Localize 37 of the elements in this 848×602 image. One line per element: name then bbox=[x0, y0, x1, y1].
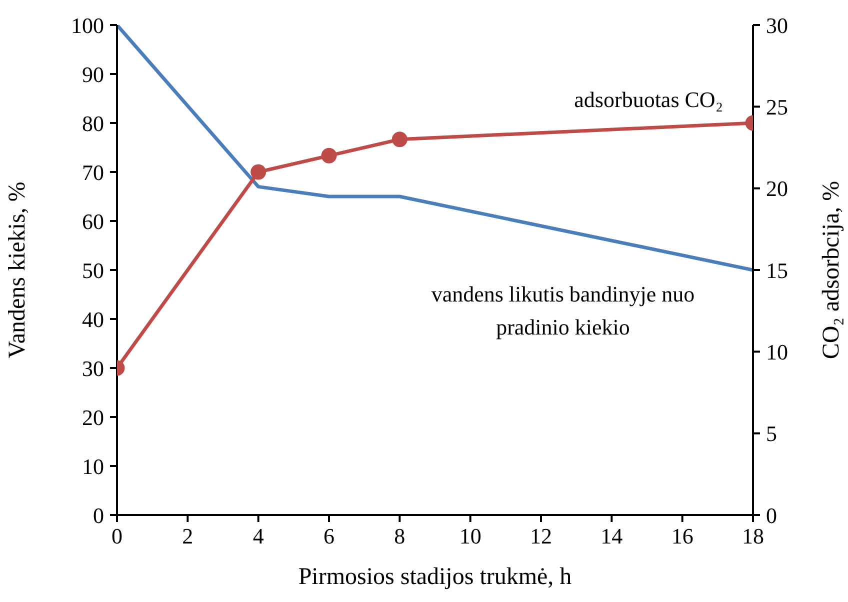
y2-tick-label: 5 bbox=[766, 421, 777, 446]
x-tick-label: 14 bbox=[600, 524, 623, 549]
y-tick-label: 70 bbox=[82, 160, 104, 185]
x-tick-label: 0 bbox=[112, 524, 122, 549]
y-tick-label: 80 bbox=[82, 110, 104, 136]
y-tick-label: 50 bbox=[82, 258, 104, 283]
y2-tick-label: 25 bbox=[766, 94, 788, 120]
x-tick-label: 6 bbox=[324, 524, 334, 549]
x-tick-label: 4 bbox=[252, 524, 264, 549]
x-axis-title: Pirmosios stadijos trukmė, h bbox=[298, 564, 572, 590]
series-label: vandens likutis bandinyje nuo pradinio kiekio bbox=[431, 282, 695, 340]
series-label: adsorbuotas CO₂ bbox=[574, 87, 723, 112]
y2-tick-label: 0 bbox=[766, 502, 777, 528]
point bbox=[321, 148, 337, 164]
y-tick-label: 30 bbox=[82, 356, 104, 381]
y-tick-label: 100 bbox=[71, 12, 104, 38]
x-tick-label: 16 bbox=[671, 524, 694, 549]
y-tick-label: 10 bbox=[82, 454, 104, 479]
y2-tick-label: 15 bbox=[766, 258, 788, 283]
y2-axis-title: CO₂ adsorbcija, % bbox=[818, 180, 845, 360]
point bbox=[250, 164, 266, 180]
y-tick-label: 20 bbox=[82, 404, 104, 430]
line-series bbox=[117, 25, 753, 272]
y-tick-label: 40 bbox=[82, 306, 104, 332]
x-tick-label: 8 bbox=[394, 524, 406, 549]
x-tick-label: 12 bbox=[530, 524, 552, 549]
point bbox=[392, 132, 408, 148]
y-tick-label: 60 bbox=[82, 208, 104, 234]
y-axis-title: Vandens kiekis, % bbox=[4, 182, 31, 358]
y2-tick-label: 20 bbox=[766, 176, 788, 202]
x-tick-label: 10 bbox=[459, 524, 482, 549]
y2-tick-label: 30 bbox=[766, 12, 788, 38]
x-tick-label: 18 bbox=[742, 524, 764, 549]
y-tick-label: 90 bbox=[82, 62, 104, 87]
y2-tick-label: 10 bbox=[766, 339, 788, 364]
x-tick-label: 2 bbox=[182, 524, 194, 549]
y-tick-label: 0 bbox=[93, 502, 104, 528]
